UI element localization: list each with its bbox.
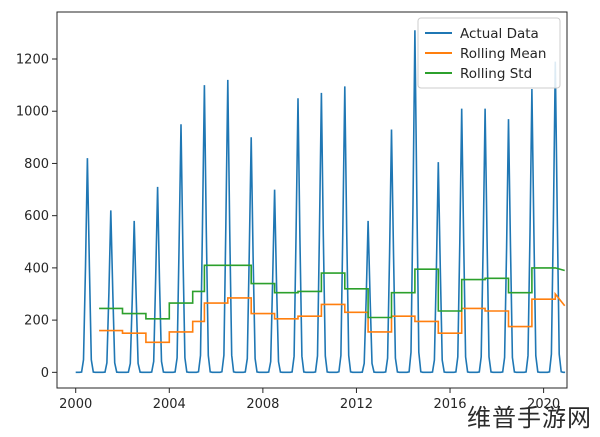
watermark-logo: 维普手游网 <box>467 404 592 432</box>
y-tick-label: 1200 <box>16 53 49 68</box>
axes-frame <box>56 11 568 389</box>
y-tick-label: 400 <box>24 261 49 276</box>
x-tick-label: 2000 <box>59 397 92 412</box>
legend-label-std: Rolling Std <box>460 66 532 82</box>
legend-label-mean: Rolling Mean <box>460 46 546 62</box>
series-actual-data-line <box>75 30 566 374</box>
legend-label-actual: Actual Data <box>460 26 539 42</box>
x-tick-label: 2004 <box>153 397 186 412</box>
x-tick-label: 2016 <box>433 397 466 412</box>
y-tick-label: 200 <box>24 314 49 329</box>
y-tick-label: 600 <box>24 209 49 224</box>
y-tick-label: 800 <box>24 157 49 172</box>
series-rolling-std-line <box>99 264 565 320</box>
x-tick-label: 2008 <box>246 397 279 412</box>
y-tick-label: 0 <box>41 366 49 381</box>
y-tick-label: 1000 <box>16 105 49 120</box>
x-tick-label: 2020 <box>527 397 560 412</box>
legend: Actual Data Rolling Mean Rolling Std <box>417 17 561 89</box>
x-tick-label: 2012 <box>340 397 373 412</box>
plot-area <box>75 30 566 374</box>
axes: 0 200 400 600 800 1000 1200 2000 2004 2008 2012 201… <box>16 53 560 413</box>
series-rolling-mean-line <box>99 291 566 344</box>
legend-box <box>417 17 561 89</box>
